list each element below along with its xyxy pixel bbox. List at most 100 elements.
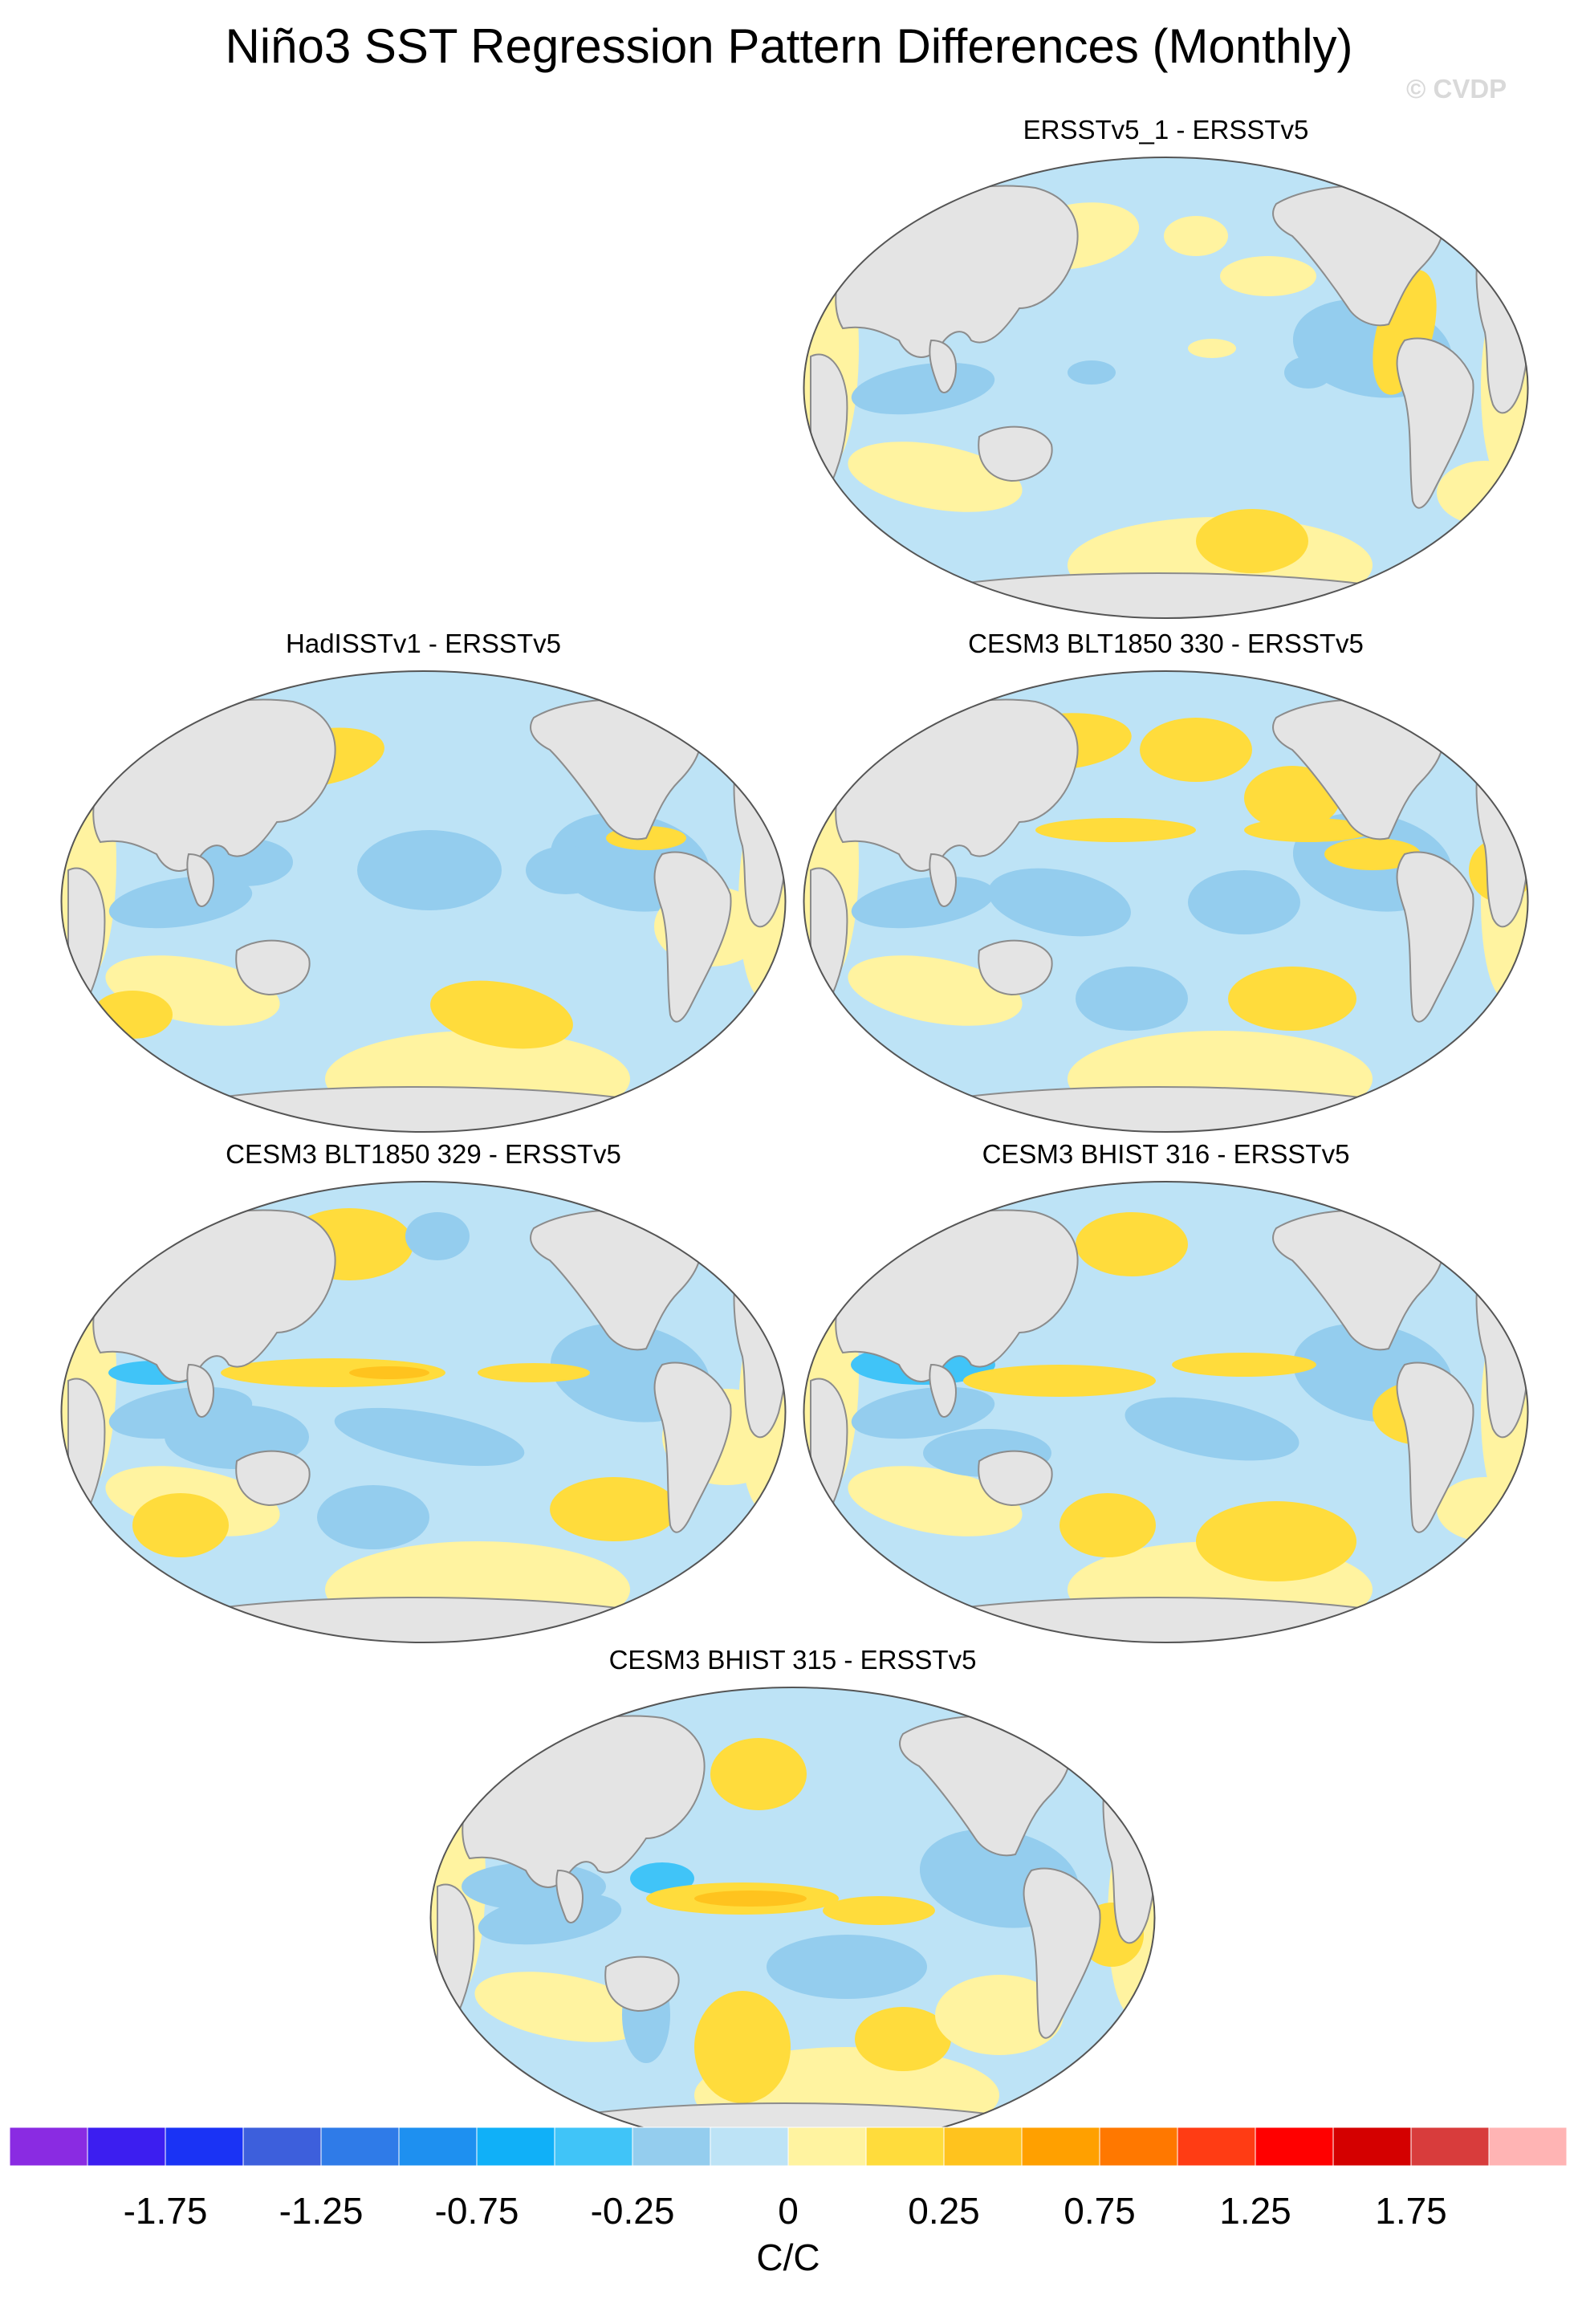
sst-anomaly-contour: [1188, 870, 1300, 934]
sst-anomaly-contour: [935, 1975, 1064, 2055]
landmass: [235, 939, 311, 996]
page-title: Niño3 SST Regression Pattern Differences…: [225, 19, 1353, 73]
sst-anomaly-contour: [92, 991, 173, 1039]
landmass: [929, 1363, 957, 1418]
landmass: [1396, 1361, 1474, 1533]
regression-difference-map: [803, 157, 1529, 619]
sst-anomaly-contour: [132, 1493, 229, 1557]
sst-anomaly-contour: [317, 1485, 429, 1549]
sst-anomaly-contour: [474, 1972, 649, 2042]
sst-anomaly-contour: [334, 1407, 525, 1467]
sst-anomaly-contour: [851, 1386, 995, 1439]
map-border: [803, 1181, 1529, 1643]
sst-anomaly-contour: [1140, 718, 1252, 782]
sst-anomaly-contour: [1284, 356, 1332, 389]
map-content: [803, 671, 1528, 1132]
sst-anomaly-contour: [851, 876, 995, 929]
map-panel-cesm3-blt1850-329: CESM3 BLT1850 329 - ERSSTv5: [52, 1138, 795, 1652]
sst-anomaly-contour: [1076, 967, 1188, 1031]
landmass: [186, 853, 214, 907]
sst-anomaly-contour: [550, 1477, 678, 1541]
panel-title: CESM3 BHIST 316 - ERSSTv5: [982, 1139, 1350, 1169]
sst-anomaly-contour: [988, 868, 1131, 937]
map-panel-cesm3-blt1850-330: CESM3 BLT1850 330 - ERSSTv5: [795, 628, 1537, 1142]
colorbar-tick-label: 1.75: [1375, 2190, 1447, 2232]
sst-anomaly-contour: [1035, 818, 1196, 842]
colorbar-swatch: [1488, 2127, 1567, 2167]
landmass: [1411, 690, 1478, 735]
map-panel-ersstv5-1: ERSSTv5_1 - ERSSTv5: [795, 114, 1537, 628]
sst-anomaly-contour: [1196, 509, 1308, 573]
colorbar-swatch: [1099, 2127, 1178, 2167]
colorbar-swatch: [242, 2127, 322, 2167]
map-border: [803, 670, 1529, 1133]
landmass: [978, 1450, 1053, 1507]
sst-anomaly-contour: [855, 2007, 951, 2071]
sst-anomaly-contour: [478, 1363, 590, 1382]
colorbar-swatch: [865, 2127, 945, 2167]
colorbar-tick-label: 0.25: [908, 2190, 980, 2232]
sst-anomaly-contour: [1228, 967, 1356, 1031]
landmass: [653, 1361, 732, 1533]
regression-difference-map: [803, 670, 1529, 1133]
colorbar-tick-label: 0.75: [1064, 2190, 1136, 2232]
sst-anomaly-contour: [1196, 1501, 1356, 1581]
landmass: [929, 339, 957, 393]
sst-anomaly-contour: [848, 442, 1023, 512]
sst-anomaly-contour: [1220, 256, 1316, 296]
sst-anomaly-contour: [1244, 818, 1373, 842]
colorbar-swatch: [1332, 2127, 1412, 2167]
sst-anomaly-contour: [1076, 1212, 1188, 1276]
sst-anomaly-contour: [1172, 1353, 1316, 1377]
sst-anomaly-contour: [848, 955, 1023, 1026]
sst-anomaly-contour: [851, 362, 995, 415]
colorbar-swatch: [320, 2127, 400, 2167]
panel-title: CESM3 BHIST 315 - ERSSTv5: [608, 1645, 977, 1675]
map-content: [61, 671, 786, 1132]
colorbar-swatch: [943, 2127, 1023, 2167]
landmass: [1038, 1706, 1105, 1752]
sst-anomaly-contour: [767, 1935, 927, 1999]
sst-anomaly-contour: [694, 1991, 791, 2103]
map-content: [61, 1182, 786, 1642]
sst-anomaly-contour: [1437, 1477, 1528, 1541]
map-content: [803, 1182, 1528, 1642]
map-panel-hadisstv1: HadISSTv1 - ERSSTv5: [52, 628, 795, 1142]
sst-anomaly-contour: [1059, 1493, 1156, 1557]
colorbar-swatch: [554, 2127, 633, 2167]
colorbar-units: C/C: [756, 2236, 820, 2278]
landmass: [1396, 337, 1474, 509]
sst-anomaly-contour: [1125, 1397, 1299, 1461]
map-border: [803, 157, 1529, 619]
sst-anomaly-contour: [1244, 766, 1340, 830]
sst-anomaly-contour: [848, 1466, 1023, 1536]
landmass: [604, 1956, 680, 2013]
sst-anomaly-contour: [963, 1365, 1156, 1397]
panel-title: ERSSTv5_1 - ERSSTv5: [1023, 115, 1309, 144]
landmass: [978, 939, 1053, 996]
landmass: [1411, 176, 1478, 222]
colorbar-swatch: [1410, 2127, 1490, 2167]
sst-anomaly-contour: [1164, 216, 1228, 256]
map-panel-cesm3-bhist-316: CESM3 BHIST 316 - ERSSTv5: [795, 1138, 1537, 1652]
sst-anomaly-contour: [526, 846, 606, 894]
landmass: [978, 425, 1053, 482]
panel-title: CESM3 BLT1850 330 - ERSSTv5: [968, 629, 1364, 658]
sst-anomaly-contour: [197, 838, 293, 886]
sst-anomaly-contour: [405, 1212, 470, 1260]
colorbar-swatch: [10, 2127, 88, 2167]
colorbar-swatch: [165, 2127, 244, 2167]
colorbar-swatch: [476, 2127, 555, 2167]
sst-anomaly-contour: [349, 1366, 429, 1379]
sst-anomaly-contour: [1188, 339, 1236, 358]
regression-difference-map: [60, 1181, 787, 1643]
map-border: [60, 1181, 787, 1643]
regression-difference-map: [60, 670, 787, 1133]
sst-anomaly-contour: [357, 830, 502, 910]
landmass: [929, 853, 957, 907]
sst-anomaly-contour: [694, 1891, 807, 1907]
colorbar-swatch: [710, 2127, 789, 2167]
sst-anomaly-contour: [630, 1862, 694, 1895]
sst-anomaly-contour: [1437, 461, 1528, 525]
colorbar-swatch: [1177, 2127, 1256, 2167]
